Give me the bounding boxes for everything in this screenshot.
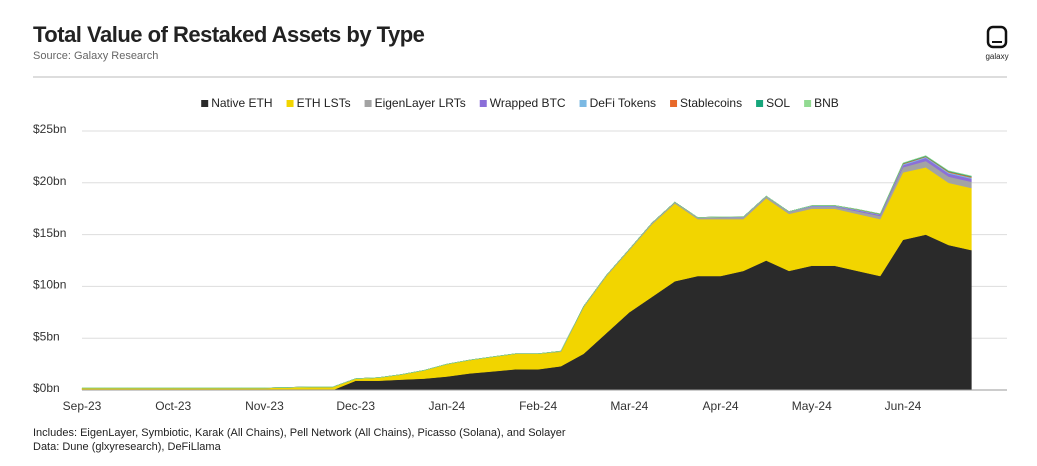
- legend-label: Wrapped BTC: [490, 96, 566, 110]
- legend-swatch: [364, 100, 372, 107]
- x-tick-label: Jan-24: [429, 399, 466, 413]
- legend-swatch: [579, 100, 587, 107]
- y-tick-label: $15bn: [33, 226, 66, 240]
- legend-label: ETH LSTs: [297, 96, 351, 110]
- legend-label: EigenLayer LRTs: [375, 96, 466, 110]
- y-tick-label: $20bn: [33, 174, 66, 188]
- x-tick-label: Feb-24: [519, 399, 557, 413]
- legend: Native ETH ETH LSTs EigenLayer LRTs Wrapped…: [201, 96, 839, 110]
- x-tick-label: Apr-24: [703, 399, 739, 413]
- legend-label: SOL: [766, 96, 790, 110]
- x-tick-label: May-24: [792, 399, 832, 413]
- y-tick-label: $5bn: [33, 329, 60, 343]
- legend-label: DeFi Tokens: [590, 96, 656, 110]
- legend-label: Stablecoins: [680, 96, 742, 110]
- legend-swatch: [804, 100, 812, 107]
- legend-swatch: [756, 100, 764, 107]
- x-tick-label: Jun-24: [885, 399, 922, 413]
- logo-icon: [986, 25, 1008, 49]
- chart-subtitle: Source: Galaxy Research: [33, 50, 158, 62]
- x-tick-label: Mar-24: [610, 399, 648, 413]
- areas: [81, 155, 972, 391]
- x-tick-label: Oct-23: [155, 399, 191, 413]
- y-tick-label: $10bn: [33, 278, 66, 292]
- x-tick-label: Sep-23: [63, 399, 102, 413]
- footnote: Includes: EigenLayer, Symbiotic, Karak (…: [33, 427, 566, 439]
- area: [82, 155, 972, 389]
- legend-swatch: [479, 100, 487, 107]
- x-tick-label: Dec-23: [336, 399, 375, 413]
- footnote: Data: Dune (glxyresearch), DeFiLlama: [33, 441, 222, 453]
- legend-swatch: [201, 100, 209, 107]
- chart-title: Total Value of Restaked Assets by Type: [33, 22, 425, 47]
- legend-label: BNB: [814, 96, 839, 110]
- y-tick-label: $0bn: [33, 381, 60, 395]
- y-tick-label: $25bn: [33, 122, 66, 136]
- legend-swatch: [670, 100, 678, 107]
- logo-text: galaxy: [985, 52, 1008, 61]
- legend-swatch: [286, 100, 294, 107]
- legend-label: Native ETH: [211, 96, 272, 110]
- x-tick-label: Nov-23: [245, 399, 284, 413]
